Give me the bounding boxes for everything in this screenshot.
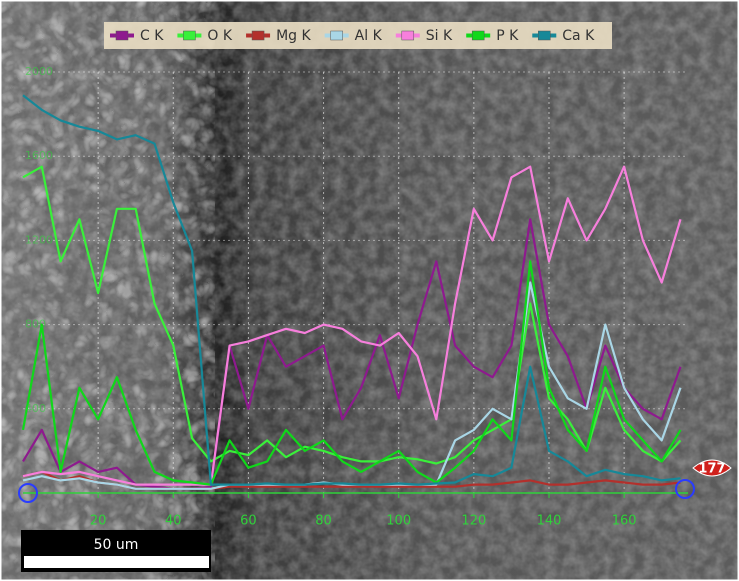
legend-label: Mg K <box>276 28 311 44</box>
x-tick-label: 140 <box>537 514 562 529</box>
x-tick-label: 120 <box>461 514 486 529</box>
legend-swatch-box <box>331 31 343 40</box>
x-tick-label: 60 <box>240 514 257 529</box>
legend-swatch-box <box>472 31 484 40</box>
sem-image <box>0 0 739 581</box>
end-marker-label: 177 <box>698 462 725 477</box>
x-tick-label: 100 <box>386 514 411 529</box>
y-tick-label: 400 <box>25 402 46 415</box>
scale-bar-label: 50 um <box>94 537 139 553</box>
legend-label: P K <box>496 28 519 44</box>
legend-swatch-box <box>402 31 414 40</box>
y-tick-label: 1200 <box>25 233 53 246</box>
legend-swatch-box <box>538 31 550 40</box>
legend-label: Al K <box>355 28 383 44</box>
x-tick-label: 160 <box>612 514 637 529</box>
x-tick-label: 40 <box>165 514 182 529</box>
end-marker: 177 <box>693 460 731 477</box>
chart: 20 40 60 80 100 120 140 160 400 800 1200 1600 2000 C… <box>0 0 739 581</box>
legend-swatch-box <box>183 31 195 40</box>
x-tick-label: 20 <box>90 514 107 529</box>
legend-label: C K <box>140 28 164 44</box>
legend: C K O K Mg K Al K Si K P K Ca K <box>104 22 612 49</box>
legend-label: Ca K <box>562 28 595 44</box>
legend-label: O K <box>207 28 232 44</box>
x-tick-label: 80 <box>315 514 332 529</box>
y-tick-label: 800 <box>25 318 46 331</box>
legend-label: Si K <box>426 28 453 44</box>
y-tick-label: 1600 <box>25 149 53 162</box>
y-tick-label: 2000 <box>25 65 53 78</box>
legend-swatch-box <box>116 31 128 40</box>
legend-swatch-box <box>252 31 264 40</box>
scale-bar: 50 um <box>21 530 211 572</box>
